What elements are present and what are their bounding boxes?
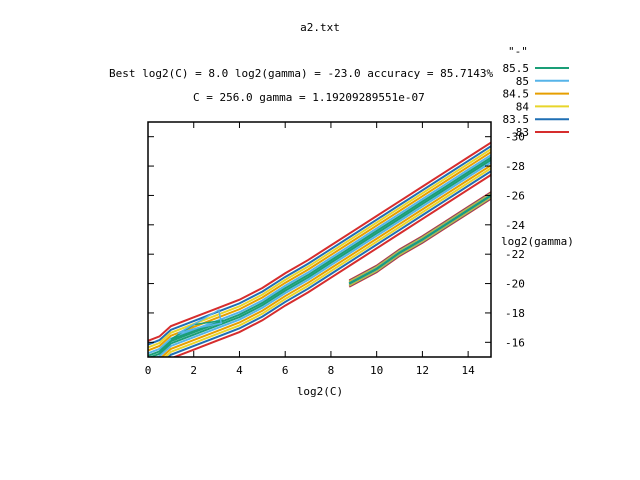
x-tick-label: 4 xyxy=(236,364,243,377)
contour-upper-84_5-a xyxy=(160,164,491,357)
legend-label: 85 xyxy=(516,75,529,88)
y-tick-label: -26 xyxy=(505,189,525,202)
legend-label: 83 xyxy=(516,126,529,139)
x-tick-label: 2 xyxy=(190,364,197,377)
y-axis: -16 -18 -20 -22 -24 -26 -28 -30 xyxy=(148,131,525,349)
legend-title: "-" xyxy=(508,45,528,58)
x-axis-label: log2(C) xyxy=(297,385,343,398)
plot-border xyxy=(147,121,492,358)
y-tick-label: -22 xyxy=(505,248,525,261)
contour-upper-84-b xyxy=(148,148,491,349)
legend-label: 84 xyxy=(516,100,530,113)
x-tick-label: 10 xyxy=(370,364,383,377)
contour-upper-84-a xyxy=(163,167,491,357)
y-tick-label: -28 xyxy=(505,160,525,173)
y-tick-label: -16 xyxy=(505,336,525,349)
chart-title: a2.txt xyxy=(300,21,340,34)
x-axis: 0 2 4 6 8 10 12 14 xyxy=(145,122,475,377)
x-tick-label: 8 xyxy=(328,364,335,377)
legend-label: 83.5 xyxy=(503,113,530,126)
contour-upper-83-a xyxy=(171,174,491,357)
x-tick-label: 6 xyxy=(282,364,289,377)
contour-lower-85_5-b xyxy=(348,194,491,285)
x-tick-label: 0 xyxy=(145,364,152,377)
contour-upper-83-b xyxy=(148,141,491,342)
y-tick-label: -24 xyxy=(505,219,525,232)
y-tick-label: -30 xyxy=(505,131,525,144)
x-tick-label: 14 xyxy=(462,364,476,377)
contour-upper-83_5-b xyxy=(148,145,491,346)
best-params-line: Best log2(C) = 8.0 log2(gamma) = -23.0 a… xyxy=(109,67,493,80)
contour-inner-loop xyxy=(177,308,223,335)
y-tick-label: -20 xyxy=(505,278,525,291)
legend-label: 84.5 xyxy=(503,88,530,101)
y-tick-label: -18 xyxy=(505,307,525,320)
contour-upper-85-a xyxy=(154,161,491,357)
contour-upper-83_5-a xyxy=(166,170,491,357)
x-tick-label: 12 xyxy=(416,364,429,377)
contour-upper-85_5-b xyxy=(148,156,491,357)
legend-label: 85.5 xyxy=(503,62,530,75)
contour-upper-85-b xyxy=(148,154,491,355)
contour-upper-85_5-a xyxy=(148,159,491,357)
c-gamma-line: C = 256.0 gamma = 1.19209289551e-07 xyxy=(193,91,425,104)
y-axis-label: log2(gamma) xyxy=(501,235,574,248)
